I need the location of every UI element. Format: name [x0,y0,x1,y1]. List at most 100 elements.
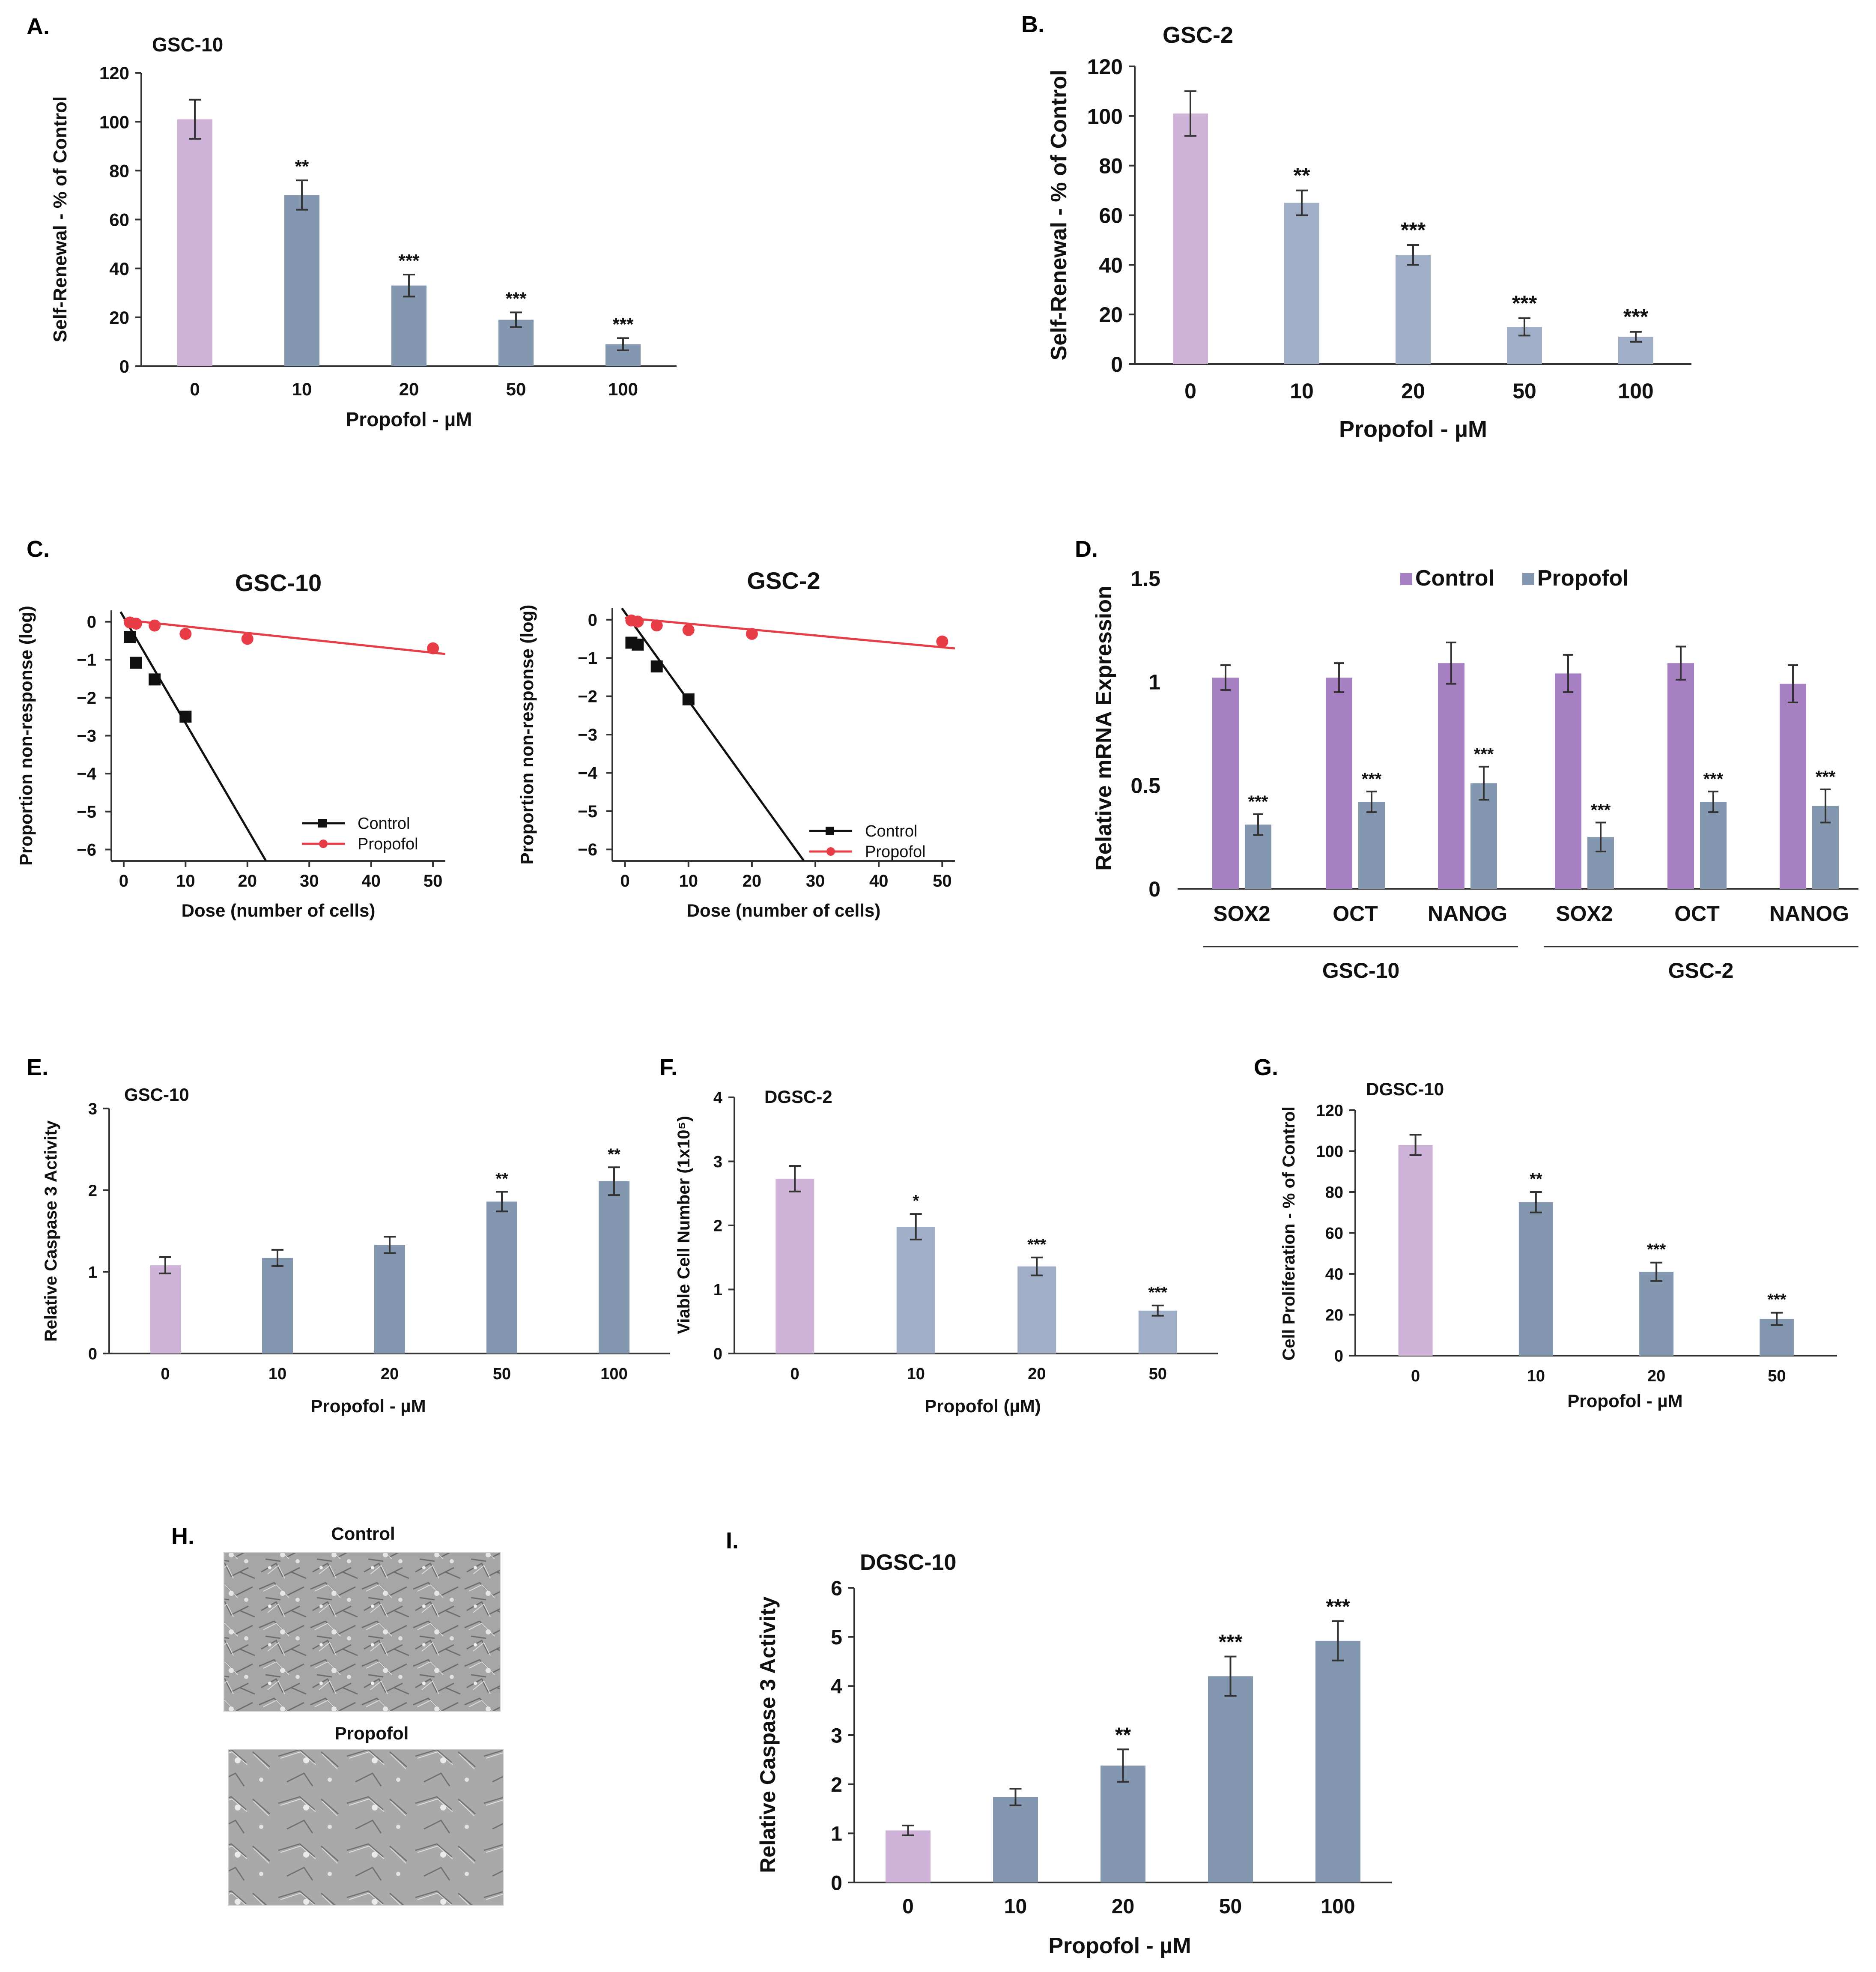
significance-A: *** [612,314,634,334]
chart-G: G. DGSC-10 0 20 40 60 80 100 120 0 ** 10 *** 20 *** 50 P… [1254,1055,1837,1411]
y-tick-label-F: 2 [713,1217,722,1235]
point-propofol-C1 [179,627,192,640]
x-axis-title-C1: Dose (number of cells) [182,900,376,920]
fit-line-control-C1 [119,611,267,861]
y-tick-label-F: 3 [713,1153,722,1171]
x-tick-label-C1: 20 [238,872,257,890]
x-tick-label-F: 20 [1028,1365,1046,1383]
fit-line-propofol-C2 [625,616,955,650]
y-axis-title-E: Relative Caspase 3 Activity [42,1120,60,1342]
x-tick-label-B: 100 [1618,379,1653,403]
bar-control-nanog [1438,663,1464,889]
y-tick-label-A: 120 [99,63,129,83]
significance-D: *** [1362,770,1382,789]
bar-E-10 [262,1258,293,1354]
point-propofol-C1 [427,642,439,654]
x-tick-label-D: NANOG [1769,902,1849,926]
y-tick-label-E: 2 [88,1182,97,1200]
y-tick-label-F: 1 [713,1281,722,1299]
significance-G: *** [1647,1241,1666,1259]
panel-label-C1: C. [27,536,50,562]
panel-label-F: F. [659,1055,677,1080]
microscopy-propofol-label: Propofol [335,1723,409,1743]
y-tick-label-C2: −1 [578,649,597,668]
bar-A-10 [284,195,319,366]
bar-I-50 [1208,1676,1253,1882]
y-tick-label-B: 60 [1099,204,1123,228]
point-propofol-C1 [241,633,254,645]
x-axis-title-A: Propofol - µM [346,408,472,430]
chart-E: E. GSC-10 0 1 2 3 0 10 20 ** 50 ** 100 Propofol - µM R… [27,1055,670,1416]
y-axis-title-A: Self-Renewal - % of Control [50,96,71,342]
significance-I: *** [1218,1631,1242,1654]
bar-E-100 [599,1181,629,1354]
chart-A: A. GSC-10 0 20 40 60 80 100 120 0 ** 10 *** 20 *** 50 **… [27,14,677,430]
x-tick-label-E: 0 [161,1365,170,1383]
legend-label-control-C1: Control [358,815,410,833]
y-tick-label-E: 3 [88,1100,97,1118]
x-axis-title-B: Propofol - µM [1339,416,1487,442]
significance-F: * [913,1192,919,1210]
chart-C2: GSC-2 0 −1 −2 −3 −4 −5 −6 0 10 20 30 40 50 Control Prop… [517,567,955,920]
chart-title-E: GSC-10 [124,1085,189,1105]
bar-control-oct [1667,663,1694,889]
x-tick-label-D: OCT [1674,902,1720,926]
panel-label-E: E. [27,1055,48,1080]
microscopy-control-image [224,1552,501,1712]
y-tick-label-C1: −2 [77,689,96,708]
y-tick-label-A: 40 [109,259,129,279]
y-tick-label-B: 40 [1099,253,1123,277]
y-tick-label-E: 1 [88,1264,97,1282]
y-axis-title-F: Viable Cell Number (1x10⁵) [674,1116,693,1334]
significance-D: *** [1703,770,1724,789]
panel-label-I: I. [726,1528,739,1554]
point-control-C2 [650,660,663,672]
y-tick-label-I: 1 [831,1823,842,1846]
chart-title-B: GSC-2 [1163,22,1233,48]
y-tick-label-I: 5 [831,1626,842,1649]
y-tick-label-C1: −4 [77,765,96,783]
x-tick-label-D: OCT [1333,902,1378,926]
bar-propofol-nanog [1470,783,1497,889]
point-propofol-C2 [650,619,663,632]
chart-B: B. GSC-2 0 20 40 60 80 100 120 0 ** 10 *** 20 *** 50 ***… [1021,12,1691,442]
x-axis-title-F: Propofol (µM) [925,1396,1041,1416]
x-tick-label-I: 50 [1219,1895,1242,1918]
significance-D: *** [1816,768,1836,786]
y-tick-label-B: 80 [1099,154,1123,178]
x-tick-label-G: 20 [1647,1367,1665,1385]
x-axis-title-G: Propofol - µM [1567,1391,1682,1411]
point-control-C2 [682,693,695,705]
y-tick-label-I: 2 [831,1774,842,1796]
y-tick-label-B: 120 [1087,55,1123,79]
x-tick-label-A: 50 [506,379,526,399]
significance-D: *** [1248,792,1268,811]
point-control-C1 [124,631,136,643]
x-tick-label-A: 0 [190,379,200,399]
y-tick-label-E: 0 [88,1345,97,1363]
x-tick-label-B: 20 [1401,379,1425,403]
legend-label-propofol-C2: Propofol [865,843,926,861]
x-tick-label-F: 0 [790,1365,799,1383]
y-tick-label-C2: −4 [578,764,597,783]
y-tick-label-A: 20 [109,308,129,328]
x-tick-label-C2: 50 [933,872,952,890]
legend-label-control-D: Control [1415,566,1494,591]
y-axis-title-D: Relative mRNA Expression [1092,586,1116,871]
bar-I-20 [1101,1766,1145,1882]
significance-A: ** [295,156,309,176]
x-tick-label-B: 50 [1512,379,1536,403]
point-propofol-C2 [746,627,758,640]
x-tick-label-F: 10 [907,1365,925,1383]
legend-marker-control-C1 [318,819,327,828]
y-tick-label-C2: −2 [578,687,597,706]
chart-I: I. DGSC-10 0 1 2 3 4 5 6 0 10 ** 20 *** 50 *** 100 Propof… [726,1528,1392,1958]
chart-title-C1: GSC-10 [235,569,322,596]
y-tick-label-D: 0.5 [1130,774,1160,798]
x-tick-label-G: 50 [1768,1367,1786,1385]
y-tick-label-F: 0 [713,1345,722,1363]
y-axis-title-B: Self-Renewal - % of Control [1047,70,1071,361]
significance-D: *** [1474,745,1494,764]
